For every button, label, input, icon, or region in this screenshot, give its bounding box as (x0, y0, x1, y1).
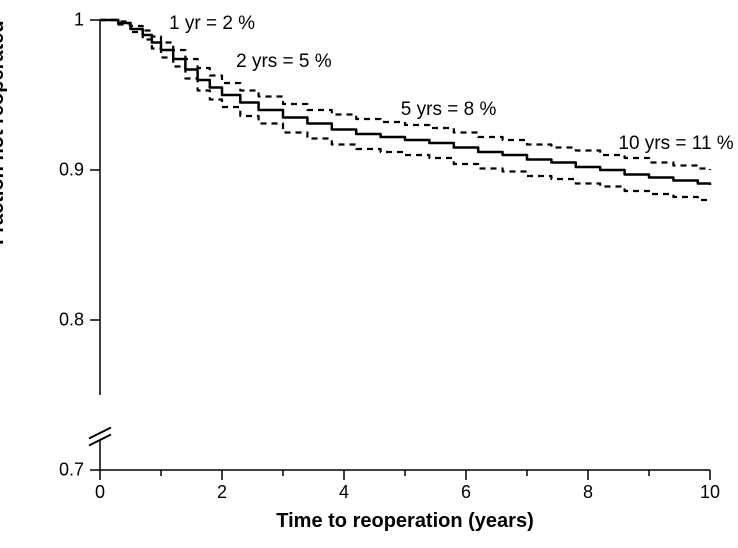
x-tick-label: 0 (95, 482, 105, 503)
annotation: 1 yr = 2 % (169, 13, 255, 35)
annotation: 10 yrs = 11 % (618, 133, 733, 155)
annotation: 2 yrs = 5 % (236, 51, 332, 73)
x-tick-label: 10 (700, 482, 720, 503)
y-tick-label: 0.8 (59, 310, 84, 331)
x-tick-label: 8 (583, 482, 593, 503)
survival-chart: 0.70.80.910246810Time to reoperation (ye… (0, 0, 738, 543)
y-tick-label: 1 (74, 10, 84, 31)
y-tick-label: 0.7 (59, 460, 84, 481)
y-tick-label: 0.9 (59, 160, 84, 181)
x-tick-label: 6 (461, 482, 471, 503)
y-axis-title: Fraction not reoperated (0, 21, 9, 245)
x-tick-label: 2 (217, 482, 227, 503)
chart-svg (0, 0, 738, 543)
annotation: 5 yrs = 8 % (401, 99, 497, 121)
x-tick-label: 4 (339, 482, 349, 503)
x-axis-title: Time to reoperation (years) (276, 510, 533, 533)
